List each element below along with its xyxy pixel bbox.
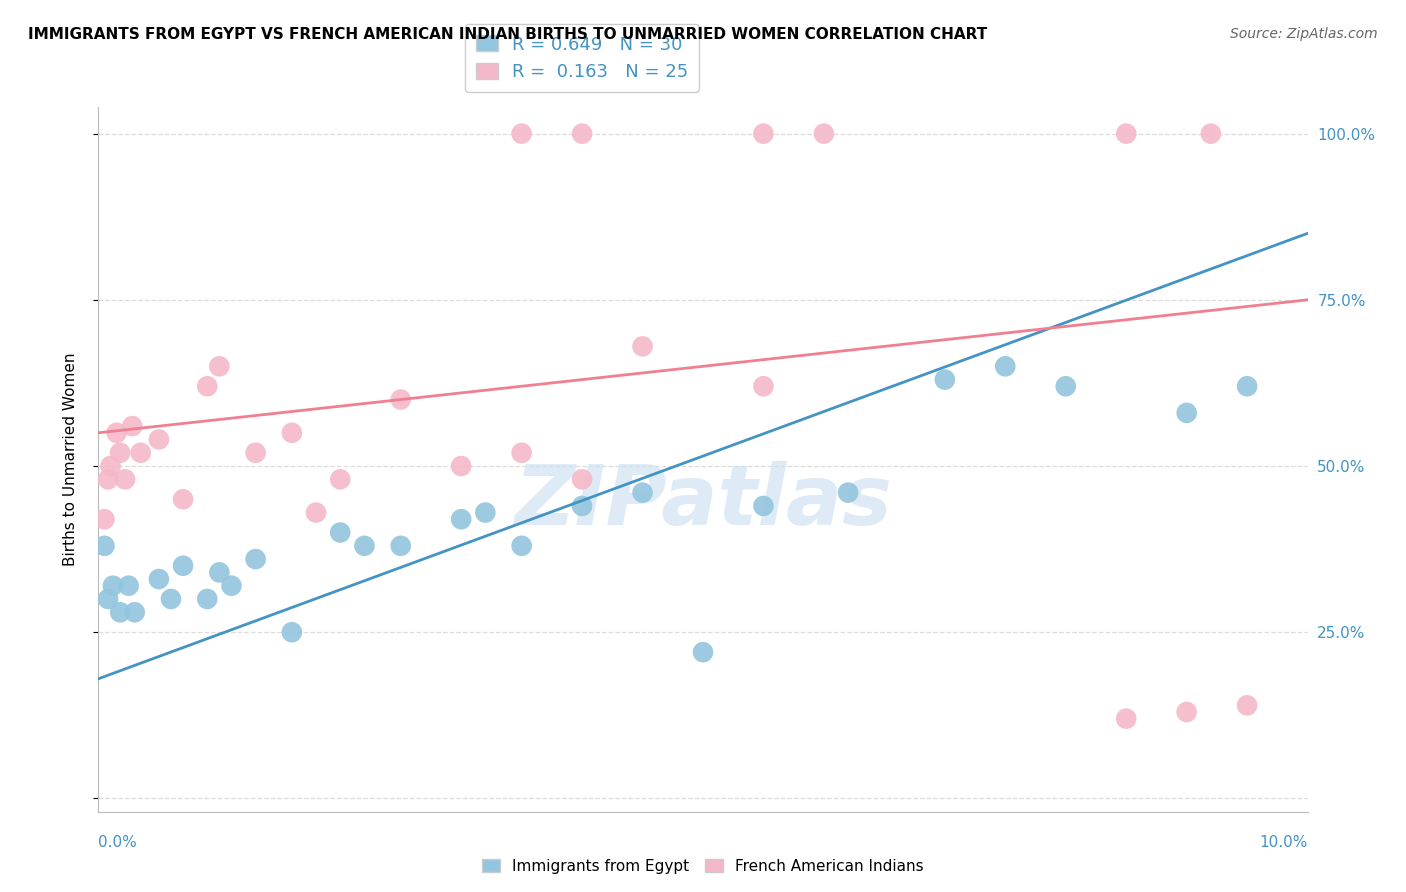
Point xyxy=(195,379,218,393)
Text: 0.0%: 0.0% xyxy=(98,835,138,850)
Point xyxy=(837,485,859,500)
Point xyxy=(221,579,243,593)
Point xyxy=(93,512,115,526)
Point xyxy=(118,579,141,593)
Point xyxy=(245,552,267,566)
Point xyxy=(1175,705,1198,719)
Point xyxy=(934,373,956,387)
Point xyxy=(100,458,122,473)
Point xyxy=(450,512,472,526)
Point xyxy=(172,558,194,573)
Point xyxy=(510,539,533,553)
Point xyxy=(108,446,131,460)
Point xyxy=(329,525,352,540)
Point xyxy=(148,433,170,447)
Legend: R = 0.649   N = 30, R =  0.163   N = 25: R = 0.649 N = 30, R = 0.163 N = 25 xyxy=(465,24,699,92)
Point xyxy=(281,625,304,640)
Point xyxy=(474,506,496,520)
Point xyxy=(148,572,170,586)
Y-axis label: Births to Unmarried Women: Births to Unmarried Women xyxy=(63,352,77,566)
Point xyxy=(108,605,131,619)
Point xyxy=(208,566,231,580)
Text: ZIPatlas: ZIPatlas xyxy=(515,461,891,542)
Point xyxy=(1236,698,1258,713)
Point xyxy=(105,425,128,440)
Point xyxy=(1054,379,1077,393)
Point xyxy=(160,592,183,607)
Point xyxy=(510,127,533,141)
Point xyxy=(208,359,231,374)
Point xyxy=(631,339,654,353)
Point xyxy=(994,359,1017,374)
Point xyxy=(329,472,352,486)
Point xyxy=(571,127,593,141)
Point xyxy=(752,379,775,393)
Point xyxy=(692,645,714,659)
Point xyxy=(121,419,143,434)
Point xyxy=(1115,127,1137,141)
Point xyxy=(510,446,533,460)
Point xyxy=(305,506,328,520)
Point xyxy=(389,392,412,407)
Point xyxy=(571,499,593,513)
Point xyxy=(114,472,136,486)
Point xyxy=(1199,127,1222,141)
Text: IMMIGRANTS FROM EGYPT VS FRENCH AMERICAN INDIAN BIRTHS TO UNMARRIED WOMEN CORREL: IMMIGRANTS FROM EGYPT VS FRENCH AMERICAN… xyxy=(28,27,987,42)
Point xyxy=(450,458,472,473)
Point xyxy=(813,127,835,141)
Point xyxy=(353,539,375,553)
Point xyxy=(571,472,593,486)
Point xyxy=(752,499,775,513)
Legend: Immigrants from Egypt, French American Indians: Immigrants from Egypt, French American I… xyxy=(475,853,931,880)
Point xyxy=(101,579,124,593)
Point xyxy=(1175,406,1198,420)
Point xyxy=(93,539,115,553)
Point xyxy=(752,127,775,141)
Point xyxy=(389,539,412,553)
Point xyxy=(281,425,304,440)
Point xyxy=(172,492,194,507)
Point xyxy=(124,605,146,619)
Text: Source: ZipAtlas.com: Source: ZipAtlas.com xyxy=(1230,27,1378,41)
Point xyxy=(129,446,152,460)
Point xyxy=(631,485,654,500)
Point xyxy=(97,472,120,486)
Point xyxy=(195,592,218,607)
Point xyxy=(1115,712,1137,726)
Point xyxy=(97,592,120,607)
Text: 10.0%: 10.0% xyxy=(1260,835,1308,850)
Point xyxy=(245,446,267,460)
Point xyxy=(1236,379,1258,393)
